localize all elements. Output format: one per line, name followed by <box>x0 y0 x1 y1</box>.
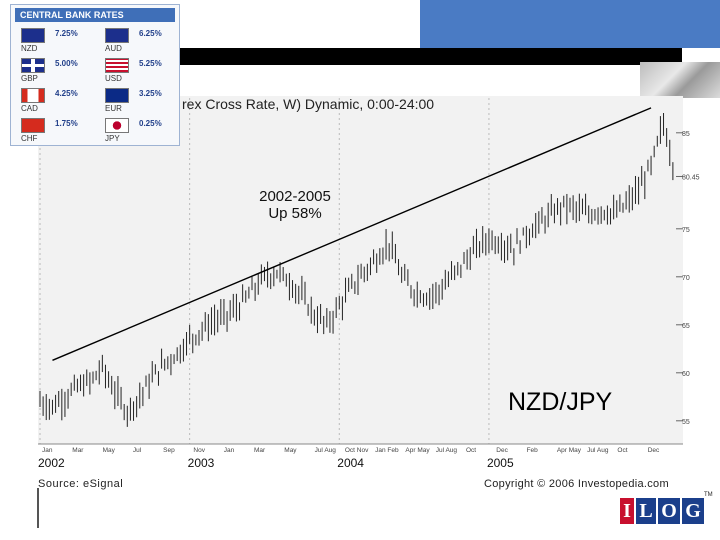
copyright-label: Copyright © 2006 Investopedia.com <box>484 478 669 490</box>
x-tick-label: Jan Feb <box>375 447 399 454</box>
x-tick-label: Dec <box>496 447 508 454</box>
currency-code: JPY <box>105 134 120 143</box>
currency-rate: 0.25% <box>139 119 162 128</box>
rate-cell-nzd: NZD 7.25% <box>13 25 95 53</box>
year-label: 2002 <box>38 456 65 470</box>
central-bank-rates-panel: CENTRAL BANK RATES NZD 7.25% AUD 6.25% GBP 5.… <box>10 4 180 146</box>
year-label: 2003 <box>188 456 215 470</box>
currency-rate: 3.25% <box>139 89 162 98</box>
currency-code: GBP <box>21 74 38 83</box>
logo-letter-o: O <box>658 498 680 524</box>
x-tick-label: Jul Aug <box>587 447 609 454</box>
x-tick-label: May <box>103 447 116 454</box>
y-tick-label: 55 <box>682 419 690 426</box>
trend-line <box>52 107 652 361</box>
header-band <box>420 0 720 48</box>
rate-cell-eur: EUR 3.25% <box>97 85 179 113</box>
rate-cell-cad: CAD 4.25% <box>13 85 95 113</box>
rate-cell-chf: CHF 1.75% <box>13 115 95 143</box>
jp-flag-icon <box>105 118 129 133</box>
x-tick-label: Oct <box>466 447 476 454</box>
us-flag-icon <box>105 58 129 73</box>
currency-rate: 6.25% <box>139 29 162 38</box>
building-image <box>640 62 720 98</box>
rates-panel-title: CENTRAL BANK RATES <box>15 8 175 22</box>
x-tick-label: Jul Aug <box>436 447 458 454</box>
y-tick-label: 70 <box>682 275 690 282</box>
x-tick-label: Mar <box>72 447 84 454</box>
gb-flag-icon <box>21 58 45 73</box>
currency-rate: 1.75% <box>55 119 78 128</box>
x-tick-label: Jul Aug <box>315 447 337 454</box>
currency-code: CAD <box>21 104 38 113</box>
x-tick-label: Feb <box>527 447 539 454</box>
x-tick-label: Jan <box>224 447 235 454</box>
year-label: 2004 <box>337 456 364 470</box>
logo-letter-i: I <box>620 498 634 524</box>
rate-cell-gbp: GBP 5.00% <box>13 55 95 83</box>
x-tick-label: Dec <box>648 447 660 454</box>
chart-title: rex Cross Rate, W) Dynamic, 0:00-24:00 <box>182 96 435 112</box>
currency-rate: 4.25% <box>55 89 78 98</box>
divider <box>37 488 39 528</box>
y-tick-label: 75 <box>682 227 690 234</box>
logo-letter-l: L <box>636 498 656 524</box>
rate-cell-aud: AUD 6.25% <box>97 25 179 53</box>
currency-code: CHF <box>21 134 38 143</box>
annotation-line-2: Up 58% <box>268 205 322 222</box>
x-tick-label: Apr May <box>405 447 430 454</box>
x-tick-label: May <box>284 447 297 454</box>
trademark: TM <box>704 492 713 498</box>
eu-flag-icon <box>105 88 129 103</box>
rate-cell-jpy: JPY 0.25% <box>97 115 179 143</box>
x-tick-label: Oct <box>617 447 627 454</box>
x-tick-label: Apr May <box>557 447 582 454</box>
source-label: Source: eSignal <box>38 478 124 490</box>
currency-rate: 7.25% <box>55 29 78 38</box>
title-bar <box>175 48 682 65</box>
currency-rate: 5.00% <box>55 59 78 68</box>
currency-code: NZD <box>21 44 38 53</box>
nz-flag-icon <box>21 28 45 43</box>
x-tick-label: Jul <box>133 447 142 454</box>
x-tick-label: Mar <box>254 447 266 454</box>
y-tick-label: 60 <box>682 371 690 378</box>
rate-cell-usd: USD 5.25% <box>97 55 179 83</box>
currency-code: EUR <box>105 104 122 113</box>
y-tick-label: 85 <box>682 131 690 138</box>
annotation-line-1: 2002-2005 <box>259 188 331 205</box>
x-tick-label: Oct Nov <box>345 447 369 454</box>
currency-code: USD <box>105 74 122 83</box>
year-label: 2005 <box>487 456 514 470</box>
ca-flag-icon <box>21 88 45 103</box>
currency-code: AUD <box>105 44 122 53</box>
currency-rate: 5.25% <box>139 59 162 68</box>
ilog-logo: I L O G <box>620 498 704 526</box>
logo-letter-g: G <box>682 498 704 524</box>
au-flag-icon <box>105 28 129 43</box>
y-tick-label: 80.45 <box>682 174 700 181</box>
x-tick-label: Nov <box>193 447 205 454</box>
x-tick-label: Jan <box>42 447 53 454</box>
ch-flag-icon <box>21 118 45 133</box>
y-tick-label: 65 <box>682 323 690 330</box>
chart-annotation: 2002-2005 Up 58% <box>245 188 345 222</box>
x-tick-label: Sep <box>163 447 175 454</box>
pair-label: NZD/JPY <box>508 388 613 417</box>
